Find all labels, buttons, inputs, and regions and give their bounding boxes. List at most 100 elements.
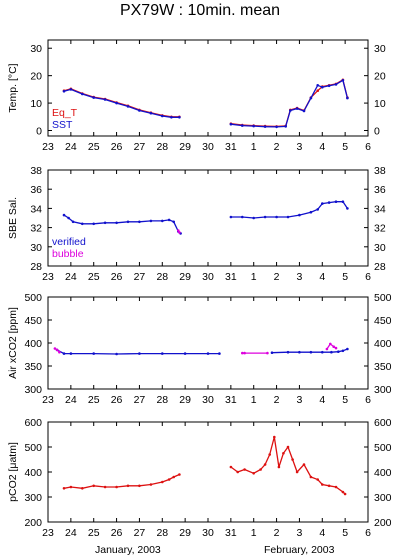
x-tick-label: 27 — [134, 394, 146, 406]
y-tick-label-left: 600 — [24, 417, 42, 429]
y-tick-label-right: 0 — [374, 126, 380, 138]
x-tick-label: 23 — [42, 141, 54, 153]
data-point — [115, 352, 118, 356]
data-point — [103, 485, 107, 489]
x-tick-label: 25 — [88, 527, 100, 539]
data-point — [167, 218, 171, 222]
data-point — [316, 84, 320, 87]
data-point — [252, 216, 255, 220]
x-tick-label: 2 — [274, 394, 280, 406]
data-point — [243, 351, 246, 355]
data-point — [284, 125, 288, 128]
data-point — [229, 122, 233, 126]
data-point — [327, 84, 331, 88]
data-point — [309, 475, 313, 479]
data-point — [161, 219, 164, 223]
data-point — [263, 125, 267, 128]
y-tick-label-left: 20 — [30, 71, 42, 83]
y-tick-label-right: 500 — [374, 292, 392, 304]
y-tick-label-right: 10 — [374, 98, 386, 110]
x-tick-label: 25 — [88, 141, 100, 153]
data-point — [167, 478, 171, 481]
y-tick-label-right: 36 — [374, 184, 386, 196]
data-point — [309, 96, 313, 100]
data-point — [229, 215, 233, 219]
data-point — [343, 492, 347, 496]
y-tick-label-right: 400 — [374, 338, 392, 350]
x-tick-label: 25 — [88, 271, 100, 283]
x-tick-label: 26 — [111, 271, 123, 283]
x-tick-label: 28 — [156, 271, 168, 283]
data-point — [172, 220, 175, 224]
data-point — [291, 458, 294, 461]
data-point — [178, 116, 181, 119]
legend-entry: SST — [52, 119, 73, 131]
y-tick-label-left: 32 — [30, 223, 42, 235]
x-tick-label: 2 — [274, 271, 280, 283]
data-point — [332, 345, 336, 349]
data-point — [334, 200, 338, 203]
x-tick-label: 26 — [111, 394, 123, 406]
data-point — [321, 350, 324, 354]
data-point — [329, 342, 332, 346]
data-point — [69, 485, 73, 489]
data-point — [286, 445, 290, 449]
y-tick-label-left: 300 — [24, 492, 42, 504]
y-axis-label: Temp. [°C] — [7, 63, 19, 112]
data-point — [69, 88, 73, 91]
data-point — [309, 210, 313, 214]
series-line — [56, 348, 348, 355]
data-point — [55, 348, 59, 352]
data-point — [273, 435, 276, 439]
x-tick-label: 1 — [251, 271, 257, 283]
y-tick-label-left: 500 — [24, 292, 42, 304]
x-tick-label: 27 — [134, 141, 146, 153]
x-tick-label: 1 — [251, 394, 257, 406]
y-tick-label-right: 400 — [374, 467, 392, 479]
data-point — [81, 92, 84, 96]
y-tick-label-right: 450 — [374, 315, 392, 327]
data-point — [334, 346, 338, 350]
data-point — [103, 221, 107, 225]
x-tick-label: 6 — [365, 271, 371, 283]
data-point — [170, 116, 173, 119]
data-point — [316, 89, 320, 92]
x-tick-label: 30 — [202, 141, 214, 153]
y-tick-label-left: 38 — [30, 165, 42, 177]
y-tick-label-left: 200 — [24, 517, 42, 529]
y-tick-label-left: 34 — [30, 203, 42, 215]
data-point — [172, 475, 175, 479]
data-point — [138, 109, 141, 112]
x-tick-label: 2 — [274, 527, 280, 539]
data-point — [81, 222, 84, 226]
y-tick-label-right: 38 — [374, 165, 386, 177]
data-point — [138, 352, 141, 355]
x-tick-label: 30 — [202, 527, 214, 539]
data-point — [259, 468, 262, 471]
x-tick-label: 1 — [251, 141, 257, 153]
data-point — [270, 351, 274, 355]
x-tick-label: 1 — [251, 527, 257, 539]
y-axis-label: SBE Sal. — [7, 197, 19, 239]
data-point — [309, 350, 313, 354]
x-tick-label: 24 — [65, 527, 77, 539]
y-tick-label-left: 10 — [30, 98, 42, 110]
data-point — [289, 109, 292, 112]
series-line — [63, 436, 346, 495]
data-point — [337, 350, 340, 354]
y-tick-label-right: 600 — [374, 417, 392, 429]
data-point — [321, 483, 324, 486]
data-point — [236, 470, 239, 474]
y-tick-label-left: 500 — [24, 442, 42, 454]
data-point — [149, 219, 153, 223]
x-tick-label: 6 — [365, 394, 371, 406]
data-point — [330, 350, 333, 354]
y-tick-label-right: 30 — [374, 242, 386, 254]
y-tick-label-left: 400 — [24, 467, 42, 479]
data-point — [92, 484, 95, 488]
data-point — [62, 90, 66, 93]
x-tick-label: 25 — [88, 394, 100, 406]
x-tick-label: 28 — [156, 394, 168, 406]
